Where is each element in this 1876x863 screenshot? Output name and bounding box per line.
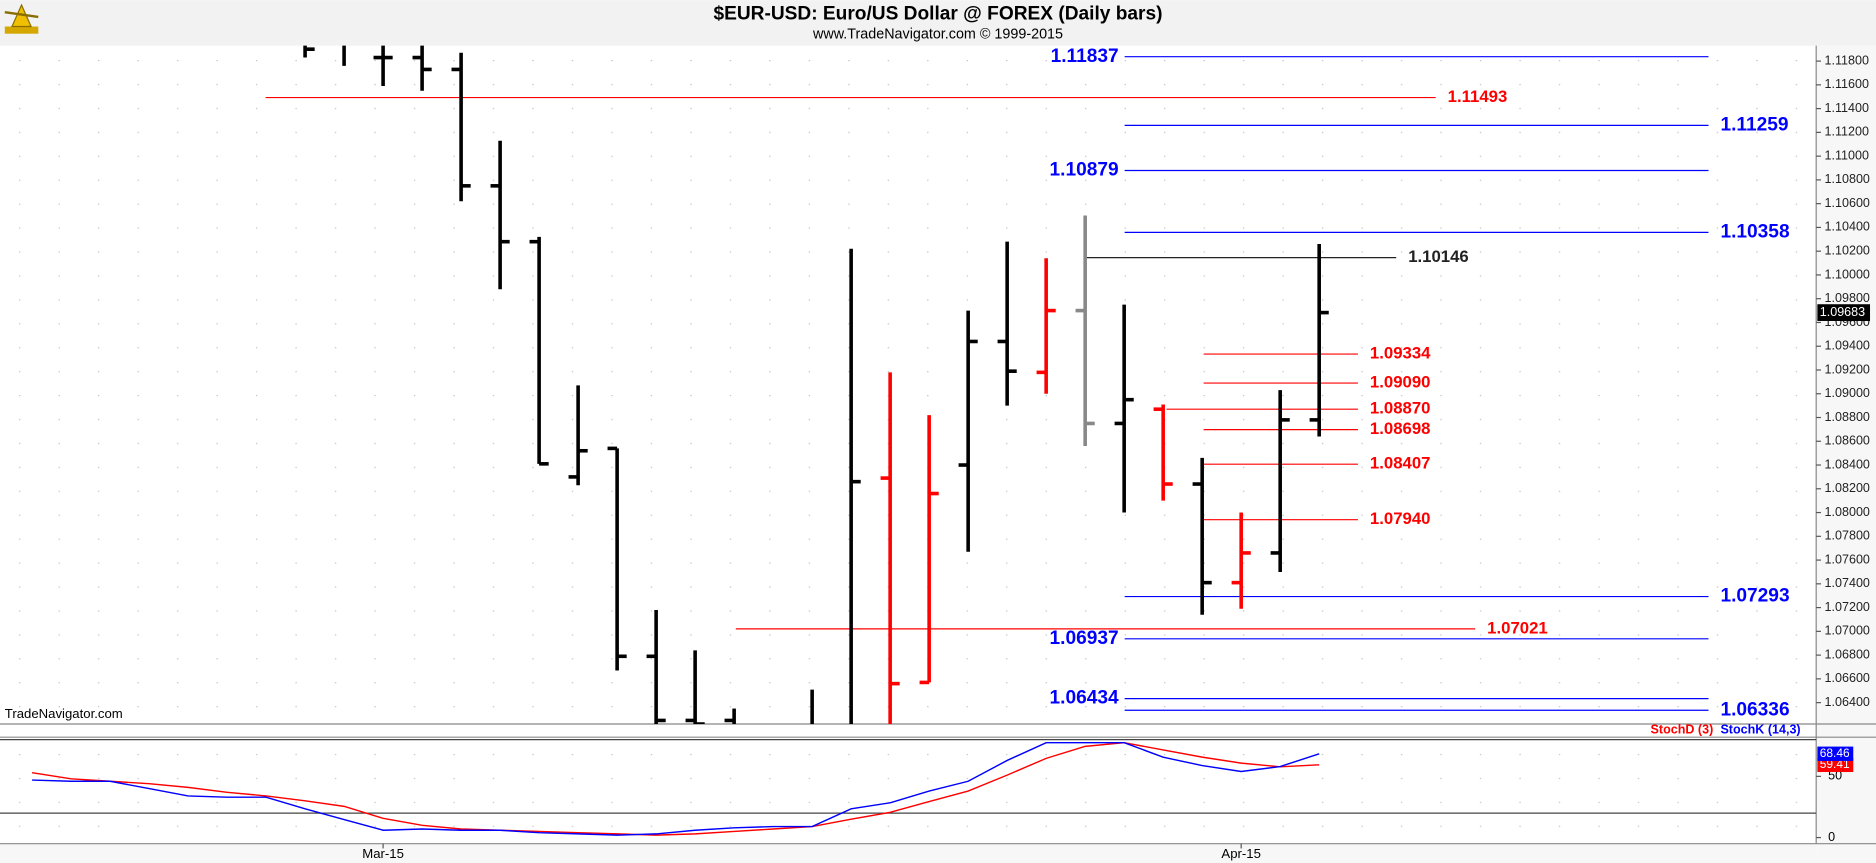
level-label: 1.11493 [1448, 87, 1508, 106]
legend-entry: StochD (3) [1651, 722, 1714, 736]
right-axis [1816, 45, 1876, 863]
last-price-label: 1.09683 [1820, 305, 1865, 319]
axes: 1.06400 1.06600 1.06800 1.07000 1.07200 1.074… [362, 53, 1871, 861]
y-tick-label: 1.08200 [1825, 481, 1870, 495]
y-tick-label: 1.10000 [1825, 267, 1870, 281]
level-label: 1.07021 [1487, 618, 1548, 637]
y-tick-label: 1.11800 [1825, 53, 1869, 67]
level-label: 1.09090 [1370, 372, 1431, 391]
y-tick-label: 1.07200 [1825, 600, 1870, 614]
level-label: 1.07293 [1720, 586, 1789, 607]
y-tick-label: 1.11200 [1825, 125, 1869, 139]
level-label: 1.10879 [1050, 160, 1119, 181]
y-tick-label: 50 [1828, 769, 1842, 783]
level-label: 1.07940 [1370, 509, 1431, 528]
y-tick-label: 1.11000 [1825, 148, 1869, 162]
y-tick-label: 1.10200 [1825, 243, 1870, 257]
y-tick-label: 1.06400 [1825, 695, 1870, 709]
level-label: 1.11259 [1720, 114, 1788, 135]
level-label: 1.11837 [1051, 46, 1119, 67]
level-label: 1.06937 [1050, 628, 1119, 649]
y-tick-label: 1.07000 [1825, 624, 1870, 638]
y-tick-label: 1.10600 [1825, 196, 1870, 210]
level-label: 1.06336 [1720, 699, 1789, 720]
y-tick-label: 1.06600 [1825, 671, 1870, 685]
last-price-tag [1817, 304, 1871, 321]
level-label: 1.08870 [1370, 399, 1431, 418]
chart-title: $EUR-USD: Euro/US Dollar @ FOREX (Daily … [713, 4, 1162, 25]
y-tick-label: 1.08600 [1825, 434, 1870, 448]
y-tick-label: 1.09200 [1825, 362, 1870, 376]
header [0, 0, 1876, 46]
stoch-tag [1817, 746, 1854, 761]
x-tick-label: Mar-15 [362, 846, 404, 861]
y-tick-label: 1.08800 [1825, 410, 1870, 424]
level-label: 1.06434 [1050, 688, 1119, 709]
y-tick-label: 1.11400 [1825, 101, 1869, 115]
price-panel [0, 45, 1817, 725]
y-tick-label: 1.08400 [1825, 457, 1870, 471]
y-tick-label: 1.10400 [1825, 220, 1870, 234]
y-tick-label: 1.08000 [1825, 505, 1870, 519]
y-tick-label: 1.06800 [1825, 647, 1870, 661]
level-label: 1.10358 [1720, 221, 1789, 242]
level-label: 1.08407 [1370, 454, 1431, 473]
y-tick-label: 1.07800 [1825, 529, 1870, 543]
logo [4, 3, 39, 34]
y-tick-label: 1.11600 [1825, 77, 1869, 91]
stoch-plot [0, 739, 1817, 836]
y-tick-label: 1.09400 [1825, 339, 1870, 353]
stoch-tag-label: 68.46 [1820, 746, 1850, 760]
level-label: 1.08698 [1370, 419, 1431, 438]
stoch-line [31, 741, 1320, 836]
stoch-line [32, 741, 1320, 836]
y-tick-label: 1.07600 [1825, 552, 1870, 566]
y-tick-label: 0 [1828, 830, 1835, 844]
y-tick-label: 1.09000 [1825, 386, 1870, 400]
stoch-panel [0, 737, 1817, 844]
y-tick-label: 1.10800 [1825, 172, 1870, 186]
legend-entry: StochK (14,3) [1720, 722, 1800, 736]
level-label: 1.09334 [1370, 343, 1431, 362]
chart-subtitle: www.TradeNavigator.com © 1999-2015 [812, 27, 1063, 43]
y-tick-label: 1.09800 [1825, 291, 1870, 305]
stoch-tag [1817, 757, 1854, 773]
level-label: 1.10146 [1408, 247, 1469, 266]
watermark: TradeNavigator.com [5, 706, 123, 721]
price-plot [265, 45, 1709, 725]
x-axis [0, 843, 1817, 863]
x-tick-label: Apr-15 [1221, 846, 1261, 861]
y-tick-label: 1.07400 [1825, 576, 1870, 590]
